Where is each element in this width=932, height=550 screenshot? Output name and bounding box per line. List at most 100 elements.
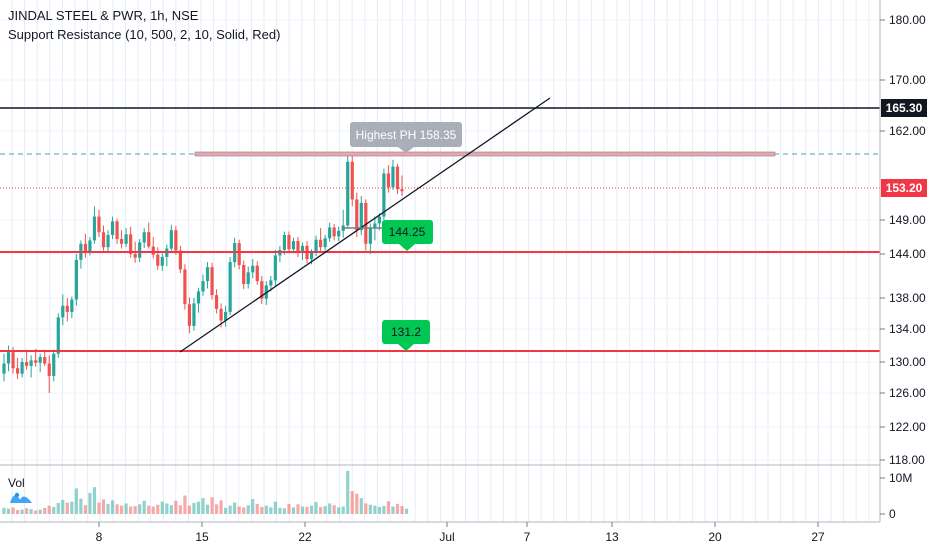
volume-bar	[350, 491, 354, 514]
time-axis[interactable]: 8 15 22 Jul 7 13 20 27	[96, 522, 825, 544]
volume-bar	[147, 505, 151, 514]
candle-body	[332, 227, 336, 237]
volume-bar	[115, 504, 119, 514]
price-tick-label: 118.00	[889, 453, 925, 467]
volume-bar	[224, 507, 228, 514]
volume-bar	[364, 503, 368, 514]
volume-bar	[92, 487, 97, 514]
volume-bar	[359, 498, 363, 514]
price-tick-label: 170.00	[889, 73, 926, 87]
volume-bar	[287, 503, 291, 514]
volume-bar	[395, 503, 400, 514]
volume-bar	[237, 506, 241, 514]
candle-body	[318, 239, 323, 248]
time-tick-label: 20	[708, 530, 722, 544]
candle-body	[260, 281, 264, 299]
candle-body	[373, 223, 377, 229]
candle-body	[219, 308, 223, 321]
trend-line[interactable]	[179, 97, 551, 353]
candle-body	[2, 363, 6, 374]
volume-bar	[29, 509, 33, 514]
candle-body	[110, 221, 115, 235]
volume-bar	[192, 503, 196, 514]
candle-body	[56, 317, 60, 354]
candle-body	[377, 216, 381, 224]
candle-body	[25, 362, 29, 366]
chart-legend: JINDAL STEEL & PWR, 1h, NSE Support Resi…	[8, 6, 280, 44]
candle-body	[224, 311, 228, 321]
volume-bar	[47, 505, 51, 514]
volume-bar	[2, 507, 6, 514]
candle-body	[346, 161, 350, 226]
candle-body	[359, 202, 363, 231]
volume-bar	[246, 505, 250, 514]
volume-bar	[110, 500, 115, 514]
candle-body	[328, 227, 332, 239]
volume-bar	[133, 506, 137, 514]
candle-body	[156, 254, 160, 266]
candle-body	[83, 243, 88, 253]
volume-bar	[56, 503, 60, 514]
volume-bar	[214, 504, 219, 514]
volume-axis: 10M 0	[880, 471, 912, 521]
candle-body	[237, 243, 241, 265]
volume-bar	[391, 506, 395, 514]
price-axis[interactable]: 180.00 170.00 162.00 149.00 144.00 138.00 134.…	[880, 13, 926, 467]
candle-body	[337, 230, 341, 237]
candle-body	[246, 272, 250, 285]
volume-bar	[296, 504, 300, 514]
volume-bar	[264, 505, 268, 514]
volume-bar	[355, 493, 359, 514]
candle-body	[242, 265, 246, 285]
indicator-title[interactable]: Support Resistance (10, 500, 2, 10, Soli…	[8, 27, 281, 42]
candle-body	[169, 230, 173, 249]
time-tick-label: 7	[524, 530, 531, 544]
tradingview-logo-icon	[10, 492, 32, 503]
candle-body	[287, 234, 291, 250]
volume-label[interactable]: Vol	[8, 476, 25, 490]
volume-bar	[382, 506, 386, 514]
price-tick-label: 130.00	[889, 355, 926, 369]
candle-body	[160, 256, 164, 266]
volume-bar	[404, 508, 409, 514]
volume-bar	[70, 501, 74, 514]
candle-body	[210, 267, 214, 296]
volume-bar	[165, 503, 169, 514]
candle-body	[400, 189, 404, 192]
candle-body	[65, 305, 69, 312]
volume-bar	[251, 499, 255, 514]
volume-bar	[242, 507, 246, 514]
volume-bar	[318, 506, 323, 514]
symbol-title[interactable]: JINDAL STEEL & PWR, 1h, NSE	[8, 8, 199, 23]
volume-bar	[52, 506, 56, 514]
volume-bar	[300, 506, 305, 514]
support-131-text: 131.2	[391, 325, 421, 339]
volume-bar	[196, 501, 201, 514]
candle-body	[101, 232, 106, 248]
candle-body	[282, 234, 287, 250]
candle-body	[43, 357, 47, 364]
highest-ph-label: Highest PH 158.35	[350, 122, 462, 153]
volume-bar	[323, 506, 327, 514]
time-tick-label: Jul	[439, 530, 454, 544]
volume-bar	[106, 503, 110, 514]
candle-body	[201, 281, 205, 292]
time-tick-label: 15	[195, 530, 209, 544]
volume-bar	[79, 498, 83, 514]
candle-body	[382, 173, 386, 217]
candle-body	[174, 230, 178, 251]
candle-body	[34, 360, 38, 363]
candle-body	[38, 357, 42, 363]
price-tick-label: 134.00	[889, 322, 926, 336]
volume-bar	[341, 506, 345, 514]
volume-bar	[255, 503, 259, 514]
candle-body	[323, 238, 327, 248]
volume-bar	[178, 505, 182, 514]
volume-bar	[309, 505, 314, 514]
last-price-badge: 153.20	[881, 179, 927, 197]
volume-bar	[260, 506, 264, 514]
volume-bar	[38, 509, 42, 514]
volume-bar	[400, 506, 404, 514]
candle-body	[106, 234, 110, 248]
